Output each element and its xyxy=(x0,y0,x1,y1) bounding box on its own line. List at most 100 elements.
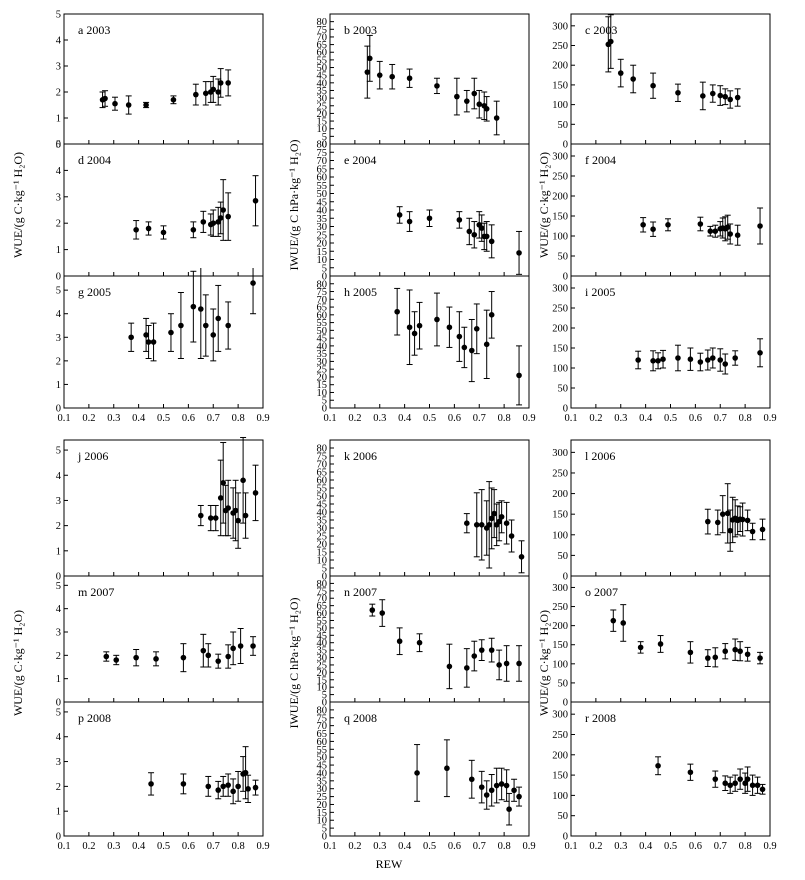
data-point xyxy=(464,665,470,671)
y-tick-label: 25 xyxy=(317,101,328,112)
data-point xyxy=(364,69,371,75)
y-tick-label: 30 xyxy=(317,94,328,105)
data-point xyxy=(697,359,704,365)
data-point xyxy=(454,93,460,100)
data-point xyxy=(200,647,207,654)
data-point xyxy=(737,648,743,655)
data-point xyxy=(145,225,152,232)
data-point xyxy=(220,783,226,790)
data-point xyxy=(406,218,413,225)
y-tick-label: 45 xyxy=(317,500,328,511)
x-tick-label: 0.2 xyxy=(589,413,602,424)
y-tick-label: 15 xyxy=(317,808,328,819)
y-tick-label: 5 xyxy=(56,140,61,151)
y-tick-label: 0 xyxy=(56,572,61,583)
data-series xyxy=(148,746,259,805)
y-tick-label: 250 xyxy=(552,602,568,613)
data-point xyxy=(128,334,134,341)
data-point xyxy=(456,217,463,223)
x-tick-label: 0.1 xyxy=(57,413,70,424)
data-point xyxy=(210,86,217,93)
data-point xyxy=(202,90,209,97)
data-point xyxy=(498,514,505,520)
panel-title: r 2008 xyxy=(585,711,616,725)
y-tick-label: 100 xyxy=(552,364,568,375)
data-point xyxy=(471,653,478,659)
panel-r: 0 50 100 150 200 250 300 0.1 0.2 0.3 0.4 0.5 0.6 0.7 0… xyxy=(552,701,777,852)
data-point xyxy=(608,38,614,45)
data-point xyxy=(473,522,480,528)
y-tick-label: 40 xyxy=(317,341,328,352)
data-point xyxy=(732,355,738,361)
y-tick-label: 3 xyxy=(56,628,61,639)
x-tick-label: 0.3 xyxy=(614,841,627,852)
y-tick-label: 80 xyxy=(317,444,328,455)
y-tick-label: 5 xyxy=(322,132,327,143)
y-tick-label: 0 xyxy=(563,572,568,583)
data-point xyxy=(145,339,152,345)
y-tick-label: 80 xyxy=(317,17,328,28)
y-tick-label: 3 xyxy=(56,757,61,768)
data-series xyxy=(414,739,523,826)
y-tick-label: 300 xyxy=(552,710,568,721)
data-series xyxy=(396,206,523,275)
data-series xyxy=(610,604,764,668)
data-point xyxy=(705,655,711,661)
data-point xyxy=(732,780,738,787)
data-point xyxy=(143,102,149,108)
y-tick-label: 1 xyxy=(56,546,61,557)
x-tick-label: 0.5 xyxy=(157,413,170,424)
y-tick-label: 50 xyxy=(558,120,569,131)
y-tick-label: 300 xyxy=(552,448,568,459)
data-point xyxy=(230,645,236,652)
y-tick-label: 50 xyxy=(317,189,328,200)
x-tick-label: 0.5 xyxy=(157,841,170,852)
y-tick-label: 20 xyxy=(317,239,328,250)
data-point xyxy=(493,115,500,121)
data-point xyxy=(180,781,187,787)
y-axis-label-wue-col1-top: WUE/(g C·kg⁻¹ H₂O) xyxy=(11,152,25,258)
y-axis-label-wue-col3-bottom: WUE/(g C·kg⁻¹ H₂O) xyxy=(537,610,551,716)
y-tick-label: 20 xyxy=(317,668,328,679)
y-tick-label: 40 xyxy=(317,206,328,217)
y-tick-label: 40 xyxy=(317,78,328,89)
data-point xyxy=(727,782,733,789)
data-point xyxy=(464,520,470,526)
data-point xyxy=(757,223,763,229)
y-tick-label: 20 xyxy=(317,109,328,120)
y-tick-label: 75 xyxy=(317,25,328,36)
data-point xyxy=(732,646,738,653)
y-tick-label: 60 xyxy=(317,310,328,321)
x-tick-label: 0.8 xyxy=(739,841,752,852)
data-series xyxy=(369,599,523,690)
x-tick-label: 0.1 xyxy=(564,413,577,424)
x-tick-label: 0.7 xyxy=(207,413,220,424)
data-point xyxy=(617,70,624,76)
data-point xyxy=(205,652,212,659)
data-point xyxy=(503,520,510,526)
x-tick-label: 0.8 xyxy=(232,841,245,852)
data-point xyxy=(759,526,766,533)
y-tick-label: 80 xyxy=(317,279,328,290)
x-tick-label: 0.7 xyxy=(207,841,220,852)
x-tick-label: 0.7 xyxy=(714,413,727,424)
y-tick-label: 3 xyxy=(56,496,61,507)
x-tick-label: 0.1 xyxy=(564,841,577,852)
data-point xyxy=(749,528,756,535)
data-point xyxy=(665,222,671,228)
y-tick-label: 2 xyxy=(56,88,61,99)
x-tick-label: 0.5 xyxy=(664,413,677,424)
data-point xyxy=(486,522,493,528)
x-tick-label: 0.9 xyxy=(763,841,776,852)
data-point xyxy=(709,90,716,97)
y-tick-label: 2 xyxy=(56,356,61,367)
y-tick-label: 4 xyxy=(56,732,62,743)
data-point xyxy=(506,806,512,812)
data-point xyxy=(193,91,199,98)
x-tick-label: 0.4 xyxy=(398,841,412,852)
data-point xyxy=(717,92,724,99)
y-tick-label: 65 xyxy=(317,303,328,314)
